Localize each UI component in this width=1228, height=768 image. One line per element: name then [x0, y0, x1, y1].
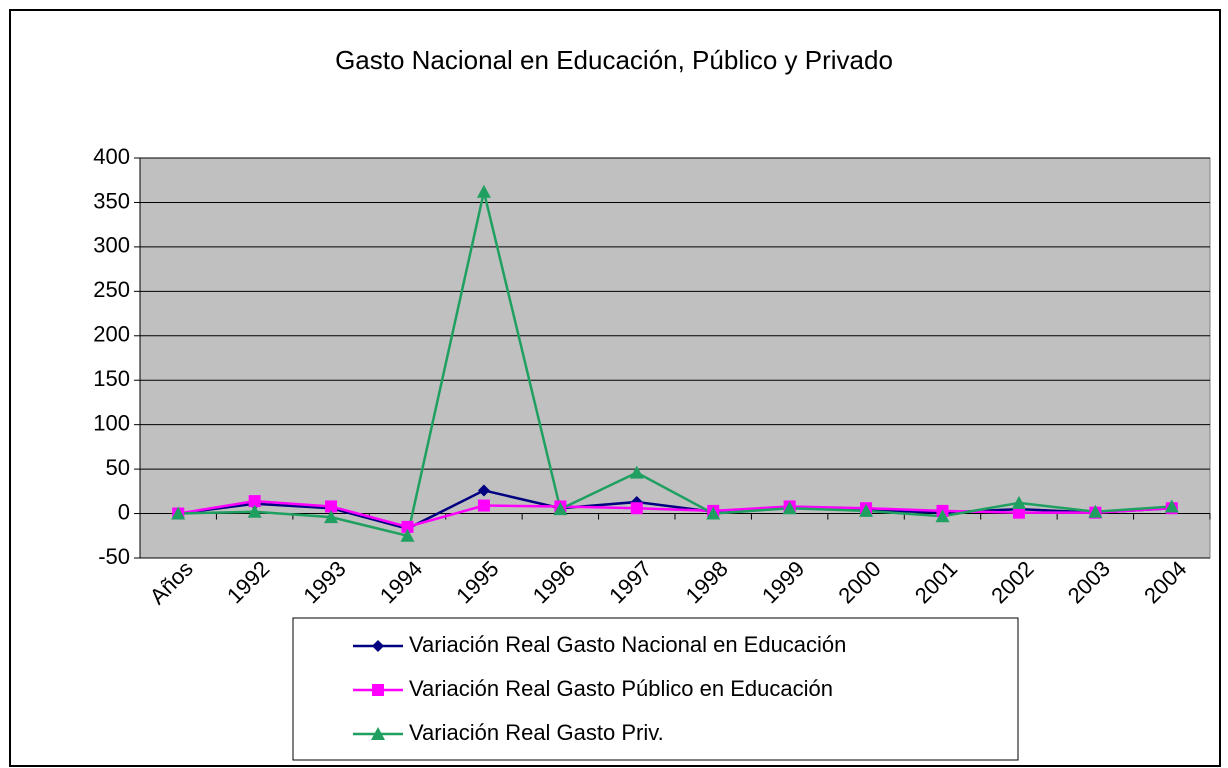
plot-area [139, 157, 1211, 559]
y-tick-label: -50 [98, 544, 130, 569]
triangle-marker [1011, 495, 1026, 509]
y-tick-label: 100 [93, 410, 130, 435]
series-line [178, 489, 1172, 530]
square-marker [630, 502, 643, 515]
square-marker [477, 499, 490, 512]
triangle-marker [859, 503, 874, 517]
triangle-marker [782, 501, 797, 515]
series-line [178, 191, 1172, 538]
y-tick-label: 150 [93, 366, 130, 391]
y-tick-label: 400 [93, 144, 130, 169]
triangle-marker [324, 510, 339, 524]
triangle-marker [935, 509, 950, 523]
chart-title: Gasto Nacional en Educación, Público y P… [335, 45, 893, 75]
y-tick-label: 50 [106, 455, 130, 480]
y-tick-label: 350 [93, 188, 130, 213]
legend-label: Variación Real Gasto Nacional en Educaci… [409, 632, 846, 657]
y-tick-label: 200 [93, 322, 130, 347]
diamond-marker [477, 484, 490, 497]
legend-box [292, 617, 1019, 761]
triangle-marker [476, 184, 491, 198]
triangle-marker [1088, 504, 1103, 518]
y-tick-label: 300 [93, 233, 130, 258]
square-marker [248, 495, 261, 508]
triangle-marker [171, 506, 186, 520]
triangle-marker [706, 506, 721, 520]
square-marker [1012, 506, 1025, 519]
square-marker [325, 500, 338, 513]
legend-marker [372, 640, 384, 652]
legend-marker [372, 684, 384, 696]
triangle-marker [629, 465, 644, 479]
triangle-marker [1164, 499, 1179, 513]
series-line [178, 499, 1172, 529]
legend-label: Variación Real Gasto Público en Educació… [409, 676, 833, 701]
triangle-marker [553, 502, 568, 516]
triangle-marker [400, 528, 415, 542]
square-marker [401, 520, 414, 533]
legend-label: Variación Real Gasto Priv. [409, 720, 664, 745]
y-tick-label: 250 [93, 277, 130, 302]
y-tick-label: 0 [118, 499, 130, 524]
legend-marker [371, 727, 385, 740]
triangle-marker [247, 504, 262, 518]
